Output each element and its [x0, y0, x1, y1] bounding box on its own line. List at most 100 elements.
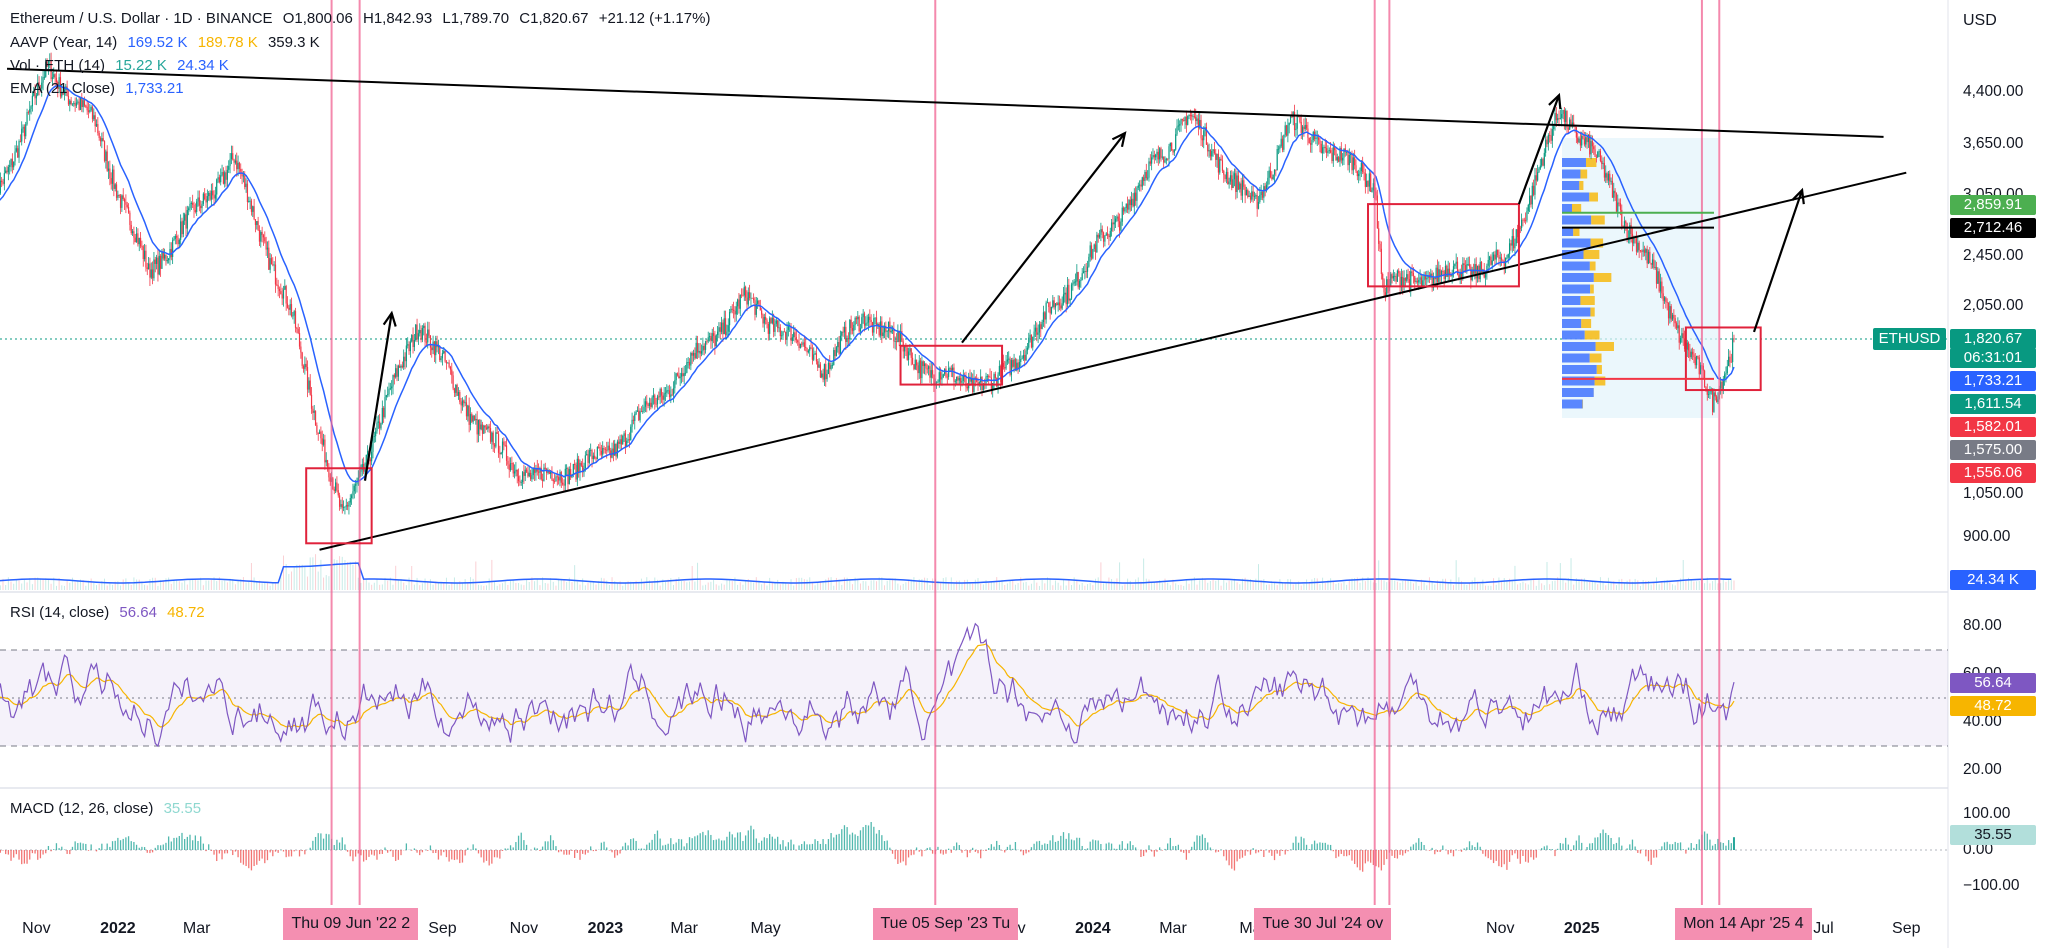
candle-body	[946, 376, 948, 378]
candle-body	[917, 365, 919, 374]
candle-body	[1175, 134, 1177, 150]
candle-body	[793, 332, 795, 338]
candle-body	[200, 205, 202, 209]
candle-body	[355, 484, 357, 486]
candle-body	[833, 350, 835, 366]
profile-bar-up	[1562, 376, 1595, 386]
rsi-tick: 40.00	[1963, 713, 2002, 730]
candle-body	[1243, 180, 1245, 187]
rsi-legend[interactable]: RSI (14, close) 56.64 48.72	[10, 604, 211, 621]
candle-body	[1121, 207, 1123, 222]
candle-body	[481, 424, 484, 434]
candle-body	[1717, 399, 1719, 403]
candle-body	[352, 491, 354, 496]
candle-body	[923, 363, 926, 367]
candle-body	[348, 502, 350, 507]
candle-body	[1693, 354, 1695, 358]
candle-body	[679, 376, 681, 379]
candle-body	[338, 495, 341, 507]
candle-body	[895, 341, 898, 343]
candle-body	[505, 445, 508, 461]
candle-body	[1458, 274, 1460, 278]
candle-body	[842, 331, 844, 333]
candle-body	[1064, 292, 1066, 295]
profile-bar-up	[1562, 261, 1590, 271]
profile-bar-up	[1562, 181, 1580, 190]
candle-body	[158, 255, 160, 275]
candle-body	[387, 394, 389, 396]
candle-body	[1289, 114, 1292, 123]
highlight-box	[1367, 203, 1520, 288]
candle-body	[1301, 126, 1304, 133]
candle-body	[1089, 245, 1091, 257]
candle-body	[1058, 302, 1061, 306]
candle-body	[1484, 272, 1487, 278]
candle-body	[1203, 130, 1205, 141]
candle-body	[982, 383, 984, 391]
candle-body	[1360, 162, 1362, 172]
candle-body	[1526, 210, 1528, 221]
candle-body	[700, 351, 703, 354]
candle-body	[730, 308, 732, 313]
candle-body	[10, 158, 12, 166]
candle-body	[1053, 300, 1055, 308]
candle-body	[244, 175, 246, 188]
macd-legend[interactable]: MACD (12, 26, close) 35.55	[10, 800, 207, 817]
aavp-legend[interactable]: AAVP (Year, 14) 169.52 K 189.78 K 359.3 …	[10, 34, 326, 51]
candle-body	[1009, 358, 1011, 375]
candle-body	[1041, 322, 1043, 329]
candle-body	[635, 411, 637, 415]
candle-body	[83, 100, 86, 106]
candle-body	[1287, 125, 1289, 136]
candle-body	[252, 206, 254, 212]
candle-body	[1024, 354, 1026, 361]
candle-body	[404, 356, 406, 362]
candle-body	[1116, 216, 1118, 219]
candle-body	[393, 374, 395, 378]
candle-body	[921, 361, 923, 379]
candle-body	[1081, 273, 1083, 280]
candle-body	[584, 455, 586, 469]
candle-body	[1062, 294, 1065, 304]
candle-body	[392, 374, 394, 387]
candle-body	[529, 472, 532, 480]
candle-body	[1605, 173, 1607, 178]
candle-body	[1611, 180, 1614, 198]
ema-value: 1,733.21	[125, 80, 184, 97]
candle-body	[1004, 367, 1006, 369]
candle-body	[774, 323, 776, 332]
candle-body	[1732, 338, 1734, 363]
candle-body	[937, 381, 939, 383]
candle-body	[1619, 203, 1622, 210]
candle-body	[1335, 150, 1337, 161]
currency-label[interactable]: USD	[1963, 12, 1997, 29]
candle-body	[153, 259, 155, 279]
candle-body	[1650, 262, 1652, 265]
candle-body	[1129, 199, 1131, 206]
ema-legend[interactable]: EMA (21 Close) 1,733.21	[10, 80, 190, 97]
candle-body	[180, 221, 182, 240]
candle-body	[851, 328, 854, 331]
candle-body	[416, 324, 418, 340]
candle-body	[214, 194, 216, 199]
candle-body	[1603, 162, 1606, 178]
candle-body	[1220, 158, 1222, 161]
candle-body	[839, 335, 842, 354]
candle-body	[241, 171, 243, 177]
candle-body	[724, 318, 727, 336]
drawings[interactable]	[6, 67, 1907, 551]
candle-body	[1364, 173, 1366, 187]
candle-body	[21, 128, 23, 142]
candle-body	[674, 380, 676, 389]
candle-body	[23, 126, 25, 137]
candle-body	[906, 347, 908, 360]
arrow-head	[382, 310, 397, 327]
candle-body	[723, 318, 725, 335]
volume-legend[interactable]: Vol · ETH (14) 15.22 K 24.34 K	[10, 57, 235, 74]
candle-body	[460, 401, 462, 406]
candle-body	[1432, 277, 1435, 288]
candle-body	[1442, 271, 1444, 272]
candle-body	[737, 299, 739, 307]
candle-body	[156, 257, 158, 264]
